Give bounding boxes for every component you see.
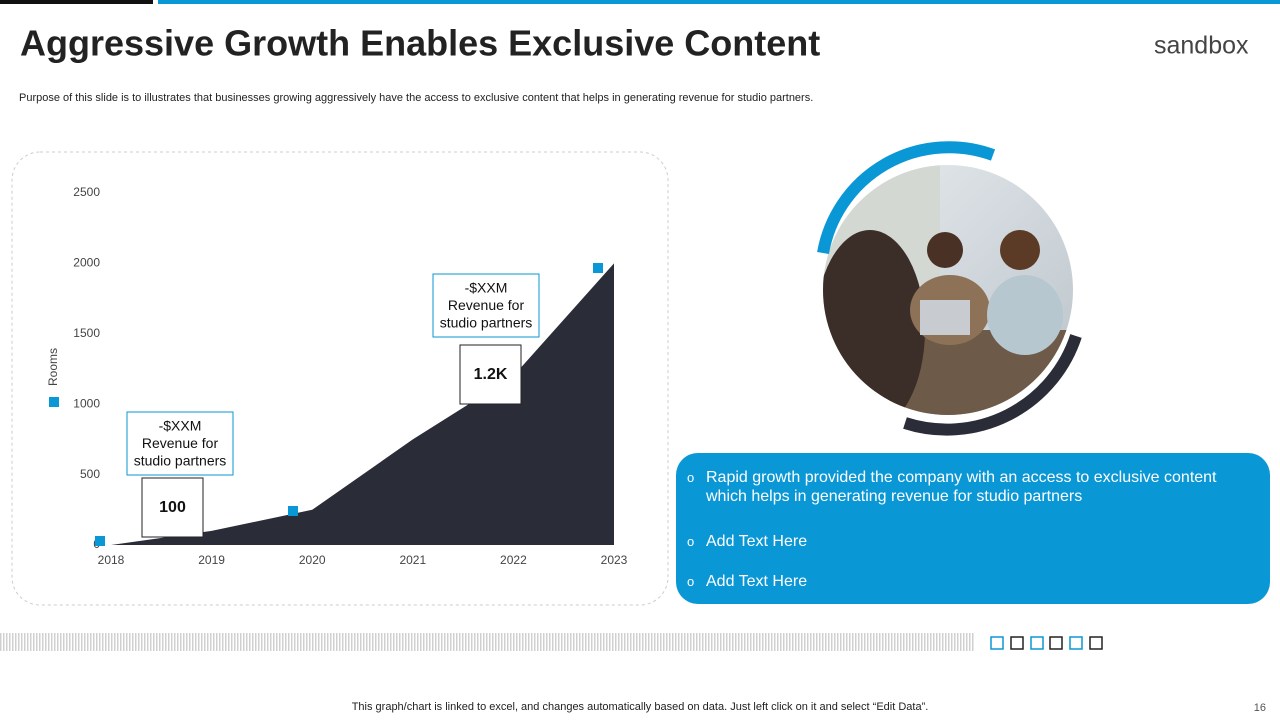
logo: sandbox: [1154, 32, 1249, 60]
value-label-box: [141, 477, 204, 538]
stripe-band: [0, 633, 975, 651]
bullet-box: o Rapid growth provided the company with …: [676, 453, 1270, 604]
dark-arc: [903, 334, 1082, 436]
annotation-box: [432, 273, 540, 338]
annotation-line: studio partners: [134, 453, 227, 469]
marker: [95, 536, 105, 546]
chart: 05001000150020002500Rooms201820192020202…: [46, 185, 627, 567]
bullet: o Add Text Here: [686, 532, 1250, 551]
x-tick-label: 2023: [601, 553, 628, 567]
top-bar-dark: [0, 0, 153, 4]
page-number: 16: [1254, 702, 1266, 714]
subtitle: Purpose of this slide is to illustrates …: [19, 92, 813, 104]
value-label: 1.2K: [474, 366, 508, 383]
footer: This graph/chart is linked to excel, and…: [352, 701, 929, 713]
annotation-box: [126, 411, 234, 476]
annotation-line: -$XXM: [465, 280, 508, 296]
bullet-text: Rapid growth provided the company with a…: [706, 469, 1217, 505]
annotation-line: Revenue for: [448, 297, 525, 313]
bullet-marker: o: [687, 574, 695, 589]
value-label-box: [459, 344, 522, 405]
annotation-line: studio partners: [440, 315, 533, 331]
blue-arc: [817, 141, 996, 255]
y-tick-label: 1500: [73, 326, 100, 340]
annotation-line: Revenue for: [142, 435, 219, 451]
y-tick-label: 1000: [73, 396, 100, 410]
top-bar-blue: [158, 0, 1280, 4]
y-tick-label: 2000: [73, 256, 100, 270]
marker: [593, 263, 603, 273]
bullet-text: Add Text Here: [706, 533, 808, 550]
x-tick-label: 2020: [299, 553, 326, 567]
x-tick-label: 2022: [500, 553, 527, 567]
area: [111, 263, 614, 545]
value-label: 100: [159, 499, 186, 516]
photo: [823, 165, 1073, 415]
y-axis-label: Rooms: [46, 348, 60, 386]
legend-swatch: [49, 397, 59, 407]
bullet: o Add Text Here: [686, 572, 1250, 591]
marker: [288, 506, 298, 516]
slide-title: Aggressive Growth Enables Exclusive Cont…: [20, 23, 820, 64]
y-tick-label: 2500: [73, 185, 100, 199]
x-tick-label: 2021: [399, 553, 426, 567]
bullet-marker: o: [687, 470, 695, 485]
x-tick-label: 2018: [98, 553, 125, 567]
bullet: o Rapid growth provided the company with …: [686, 468, 1250, 506]
square-row: [990, 636, 1103, 650]
annotation-line: -$XXM: [159, 418, 202, 434]
y-tick-label: 500: [80, 467, 100, 481]
bullet-text: Add Text Here: [706, 573, 808, 590]
bullet-marker: o: [687, 534, 695, 549]
x-tick-label: 2019: [198, 553, 225, 567]
